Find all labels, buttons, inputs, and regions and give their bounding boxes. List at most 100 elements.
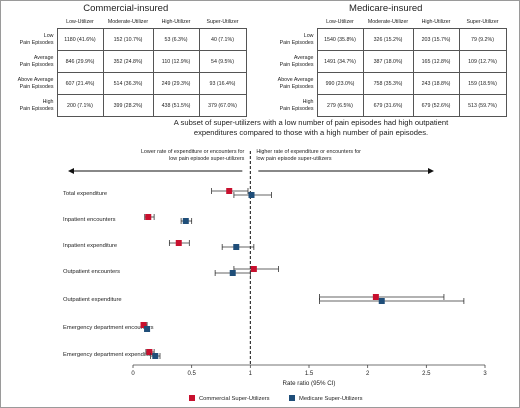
- table-cell: 846 (29.9%): [56, 50, 104, 73]
- row-header: Above Average Pain Episodes: [277, 77, 314, 90]
- x-tick-label: 0: [131, 371, 135, 377]
- table-cell: 279 (6.5%): [316, 94, 364, 117]
- point-estimate: [146, 349, 153, 355]
- point-estimate: [226, 188, 233, 194]
- point-estimate: [250, 266, 257, 272]
- row-header: Low Pain Episodes: [19, 33, 54, 46]
- point-estimate: [372, 294, 379, 300]
- x-axis-label: Rate ratio (95% CI): [283, 380, 336, 387]
- row-header: Average Pain Episodes: [279, 55, 314, 68]
- table-cell: 607 (21.4%): [56, 72, 104, 95]
- table-cell: 110 (12.9%): [152, 50, 200, 73]
- column-header: High-Utilizer: [161, 19, 191, 25]
- table-cell: 352 (24.8%): [102, 50, 154, 73]
- table-cell: 758 (35.3%): [362, 72, 414, 95]
- x-tick-label: 2.5: [422, 371, 431, 377]
- forest-plot: A subset of super-utilizers with a low n…: [63, 118, 487, 402]
- table-cell: 513 (59.7%): [458, 94, 507, 117]
- column-header: Low-Utilizer: [66, 19, 94, 25]
- table-corner: [265, 16, 317, 29]
- column-header: Low-Utilizer: [326, 19, 354, 25]
- row-header: Low Pain Episodes: [279, 33, 314, 46]
- table-cell: 679 (31.6%): [362, 94, 414, 117]
- table-row: Average Pain Episodes 846 (29.9%) 352 (24.8…: [5, 50, 247, 73]
- medicare-table-title: Medicare-insured: [349, 3, 423, 14]
- table-cell: 514 (36.3%): [102, 72, 154, 95]
- table-row: Low Pain Episodes 1540 (35.8%) 326 (15.2%) 2…: [265, 28, 507, 51]
- commercial-table: Low-Utilizer Moderate-Utilizer High-Utiliz…: [5, 16, 247, 117]
- category-label: Total expenditure: [63, 191, 107, 197]
- category-label: Inpatient encounters: [63, 217, 116, 223]
- table-row: Low Pain Episodes 1180 (41.6%) 152 (10.7%) 5…: [5, 28, 247, 51]
- table-row: High Pain Episodes 279 (6.5%) 679 (31.6%) 67…: [265, 94, 507, 117]
- medicare-table: Low-Utilizer Moderate-Utilizer High-Utiliz…: [265, 16, 507, 117]
- table-row: Average Pain Episodes 1491 (34.7%) 387 (18.…: [265, 50, 507, 73]
- category-label: Emergency department encounters: [63, 325, 154, 331]
- column-header: Moderate-Utilizer: [367, 19, 409, 25]
- point-estimate: [229, 270, 236, 276]
- table-cell: 79 (9.2%): [458, 28, 507, 51]
- table-cell: 152 (10.7%): [102, 28, 154, 51]
- right-annotation: low pain episode super-utilizers: [256, 156, 332, 162]
- table-cell: 1540 (35.8%): [316, 28, 364, 51]
- row-header: High Pain Episodes: [19, 99, 54, 112]
- category-label: Emergency department expenditure: [63, 352, 155, 358]
- table-cell: 243 (18.8%): [412, 72, 460, 95]
- table-cell: 387 (18.0%): [362, 50, 414, 73]
- x-tick-label: 2: [366, 371, 370, 377]
- table-cell: 53 (6.3%): [152, 28, 200, 51]
- x-tick-label: 3: [483, 371, 487, 377]
- column-header: Moderate-Utilizer: [107, 19, 149, 25]
- column-header: Super-Utilizer: [466, 19, 499, 25]
- table-row: High Pain Episodes 200 (7.1%) 399 (28.2%) 43…: [5, 94, 247, 117]
- x-tick-label: 1.5: [305, 371, 314, 377]
- left-annotation: low pain episode super-utilizers: [169, 156, 245, 162]
- table-cell: 165 (12.8%): [412, 50, 460, 73]
- legend-label: Commercial Super-Utilizers: [199, 396, 270, 402]
- point-estimate: [144, 326, 151, 332]
- column-header: High-Utilizer: [421, 19, 451, 25]
- table-cell: 54 (9.5%): [198, 50, 247, 73]
- point-estimate: [378, 298, 385, 304]
- point-estimate: [152, 353, 159, 359]
- medicare-table-block: Medicare-insured Low-Utilizer Moderate-Ut…: [265, 3, 507, 117]
- point-estimate: [233, 244, 240, 250]
- legend-swatch: [289, 395, 295, 401]
- row-header: Above Average Pain Episodes: [17, 77, 54, 90]
- point-estimate: [175, 240, 182, 246]
- table-cell: 379 (67.0%): [198, 94, 247, 117]
- table-cell: 326 (15.2%): [362, 28, 414, 51]
- chart-title: expenditures compared to those with a hi…: [194, 128, 428, 137]
- column-header: Super-Utilizer: [206, 19, 239, 25]
- point-estimate: [182, 218, 189, 224]
- table-cell: 40 (7.1%): [198, 28, 247, 51]
- point-estimate: [145, 214, 152, 220]
- x-tick-label: 1: [249, 371, 253, 377]
- commercial-table-title: Commercial-insured: [83, 3, 169, 14]
- table-cell: 159 (18.5%): [458, 72, 507, 95]
- table-cell: 1491 (34.7%): [316, 50, 364, 73]
- table-cell: 990 (23.0%): [316, 72, 364, 95]
- category-label: Outpatient expenditure: [63, 297, 122, 303]
- commercial-table-block: Commercial-insured Low-Utilizer Moderate-…: [5, 3, 247, 117]
- chart-title: A subset of super-utilizers with a low n…: [174, 118, 449, 127]
- category-label: Inpatient expenditure: [63, 243, 117, 249]
- x-tick-label: 0.5: [187, 371, 196, 377]
- point-estimate: [140, 322, 147, 328]
- row-header: High Pain Episodes: [279, 99, 314, 112]
- legend-label: Medicare Super-Utilizers: [299, 396, 363, 402]
- table-row: Above Average Pain Episodes 990 (23.0%) 758…: [265, 72, 507, 95]
- left-annotation: Lower rate of expenditure or encounters …: [141, 149, 245, 155]
- table-corner: [5, 16, 57, 29]
- table-cell: 93 (16.4%): [198, 72, 247, 95]
- table-cell: 203 (15.7%): [412, 28, 460, 51]
- legend-swatch: [189, 395, 195, 401]
- right-annotation: Higher rate of expenditure or encounters…: [256, 149, 361, 155]
- table-cell: 109 (12.7%): [458, 50, 507, 73]
- point-estimate: [248, 192, 255, 198]
- category-label: Outpatient encounters: [63, 269, 120, 275]
- table-row: Above Average Pain Episodes 607 (21.4%) 514…: [5, 72, 247, 95]
- row-header: Average Pain Episodes: [19, 55, 54, 68]
- table-cell: 1180 (41.6%): [56, 28, 104, 51]
